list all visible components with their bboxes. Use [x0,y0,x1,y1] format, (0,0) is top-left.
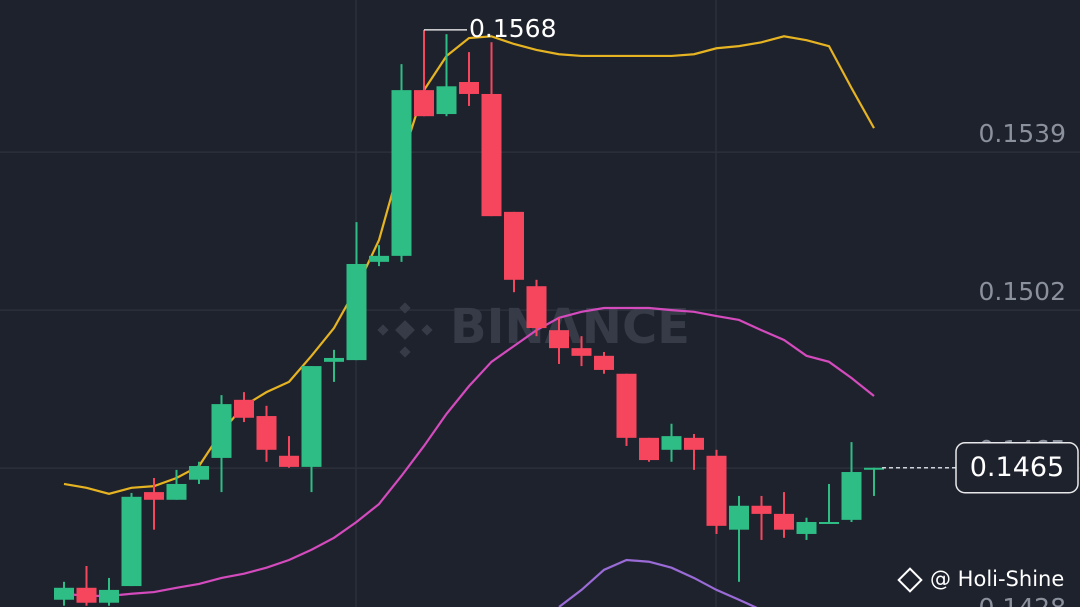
credit-logo [897,567,923,593]
candle-body [796,521,817,534]
candle-body [661,436,682,450]
candle-body [639,437,659,461]
y-tick-label: 0.1502 [979,277,1066,306]
candle-body [616,373,637,438]
candle-body [864,467,884,470]
candle-body [414,90,434,117]
candle-body [279,455,299,467]
y-tick-label: 0.1428 [979,593,1066,607]
candle-body [526,286,547,329]
candle-body [504,211,524,280]
candle-body [121,496,142,587]
candle-body [481,93,502,217]
candle-body [256,416,277,450]
candle-body [301,366,322,467]
candle-body [166,483,187,500]
candle-body [369,255,389,262]
candle-body [571,348,592,356]
candle-body [819,521,839,524]
high-label: 0.1568 [469,14,556,43]
candle-body [706,455,727,526]
candle-body [324,357,344,362]
candle-body [211,404,232,458]
candle-body [684,437,704,450]
y-tick-label: 0.1539 [979,119,1066,148]
candle-body [436,86,457,115]
last-price-box [955,441,1079,494]
candle-body [841,472,862,520]
last-price-label: 0.1465 [970,452,1064,483]
candle-body [459,82,479,94]
candle-body [99,589,119,603]
candle-body [774,513,794,530]
candles [54,29,884,606]
candle-body [144,492,164,500]
candle-body [391,90,412,256]
overlay: 0.1568 0.1465 [424,14,1079,494]
band-line [558,558,758,607]
band-line [63,306,875,597]
candle-body [594,355,614,370]
candle-body [54,587,74,600]
candle-body [234,399,254,418]
candle-body [76,587,97,603]
candle-body [751,505,772,514]
candle-body [346,263,367,361]
credit: @ Holi-Shine [930,567,1064,591]
candle-body [549,330,569,349]
candle-body [189,466,209,480]
candle-body [729,505,749,530]
